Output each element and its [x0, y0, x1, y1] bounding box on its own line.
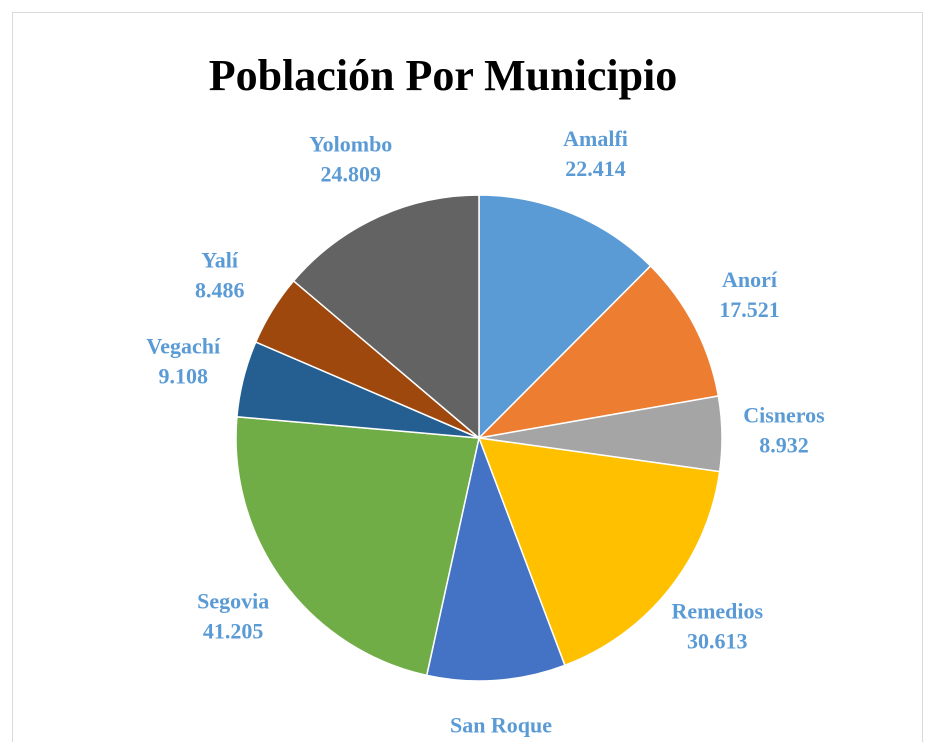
slice-label-value: 8.932 — [759, 433, 809, 458]
slice-label-name: Segovia — [197, 589, 269, 614]
pie-slice — [425, 435, 566, 682]
pie-slice — [292, 194, 480, 440]
slice-label-value: 24.809 — [321, 161, 382, 186]
slice-label-value: 17.521 — [719, 297, 780, 322]
pie-slice — [235, 415, 480, 677]
slice-label-name: Vegachí — [146, 334, 221, 359]
pie-slice — [478, 194, 652, 440]
slice-label-value: 9.108 — [158, 364, 208, 389]
chart-title: Población Por Municipio — [209, 51, 678, 100]
slice-label-value: 8.486 — [195, 277, 245, 302]
slice-label-name: Anorí — [722, 267, 778, 292]
pie-slice — [476, 264, 720, 440]
slice-label-value: 22.414 — [565, 156, 626, 181]
pie-slice — [477, 437, 721, 667]
slice-label-value: 41.205 — [203, 619, 264, 644]
slice-label-name: Yalí — [201, 247, 239, 272]
slice-label-name: Amalfi — [563, 126, 628, 151]
slice-label-value: 30.613 — [687, 628, 748, 653]
slice-label-name: Yolombo — [309, 131, 392, 156]
slice-label-name: Cisneros — [743, 403, 825, 428]
slice-label-name: San Roque — [450, 712, 552, 737]
slice-label-name: Remedios — [671, 598, 763, 623]
